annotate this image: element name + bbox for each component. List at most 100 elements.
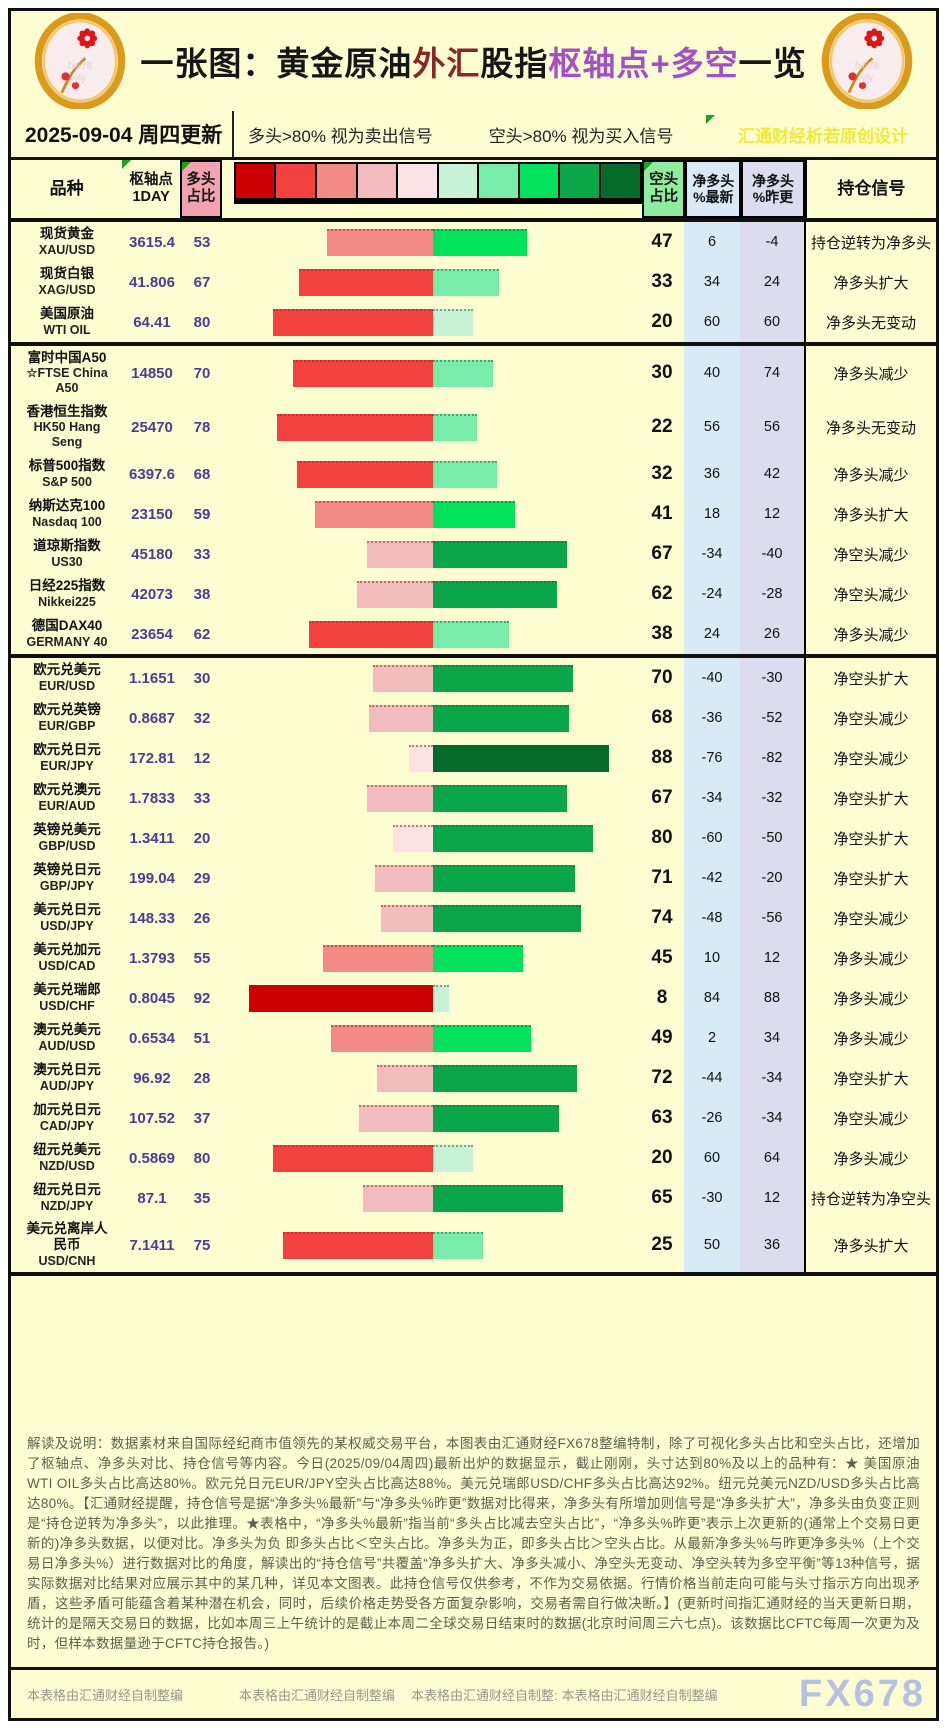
legend-long-note: 多头>80% 视为卖出信号 bbox=[248, 126, 433, 146]
product-name: 纳斯达克100 Nasdaq 100 bbox=[11, 494, 123, 534]
table-row: 美元兑离岸人 民币 USD/CNH 7.1411 75 25 50 36 净多头扩大 bbox=[11, 1218, 936, 1276]
product-name: 德国DAX40 GERMANY 40 bbox=[11, 614, 123, 654]
short-bar-zone bbox=[433, 824, 640, 852]
product-name-line: 美国原油 bbox=[40, 306, 94, 322]
product-name: 香港恒生指数 HK50 Hang Seng bbox=[11, 400, 123, 454]
short-pct-value: 20 bbox=[651, 311, 673, 332]
footer-credit-4: 本表格由汇通财经自制整编 bbox=[561, 1687, 718, 1703]
net-new-value: -44 bbox=[684, 1058, 740, 1098]
table-row: 日经225指数 Nikkei225 42073 38 62 -24 -28 净空头减少 bbox=[11, 574, 936, 614]
long-pct-value: 80 bbox=[193, 1149, 211, 1167]
fx678-watermark: FX678 bbox=[799, 1672, 926, 1715]
short-bar-zone bbox=[433, 904, 640, 932]
col-header-signal: 持仓信号 bbox=[804, 160, 936, 218]
signal-text: 净多头减少 bbox=[804, 454, 936, 494]
short-bar-zone bbox=[433, 1184, 640, 1212]
title-seg-3: 股指 bbox=[480, 45, 549, 82]
net-prev-value: -50 bbox=[740, 818, 804, 858]
footer-credit-1: 本表格由汇通财经自制整编 bbox=[27, 1687, 184, 1703]
long-bar-zone bbox=[223, 580, 433, 608]
table-row: 美元兑日元 USD/JPY 148.33 26 74 -48 -56 净空头减少 bbox=[11, 898, 936, 938]
long-bar-zone bbox=[223, 359, 433, 387]
short-bar bbox=[433, 359, 493, 387]
table-row: 加元兑日元 CAD/JPY 107.52 37 63 -26 -34 净空头减少 bbox=[11, 1098, 936, 1138]
net-prev-value: 26 bbox=[740, 614, 804, 654]
table-row: 美元兑加元 USD/CAD 1.3793 55 45 10 12 净多头减少 bbox=[11, 938, 936, 978]
net-prev-value: -34 bbox=[740, 1098, 804, 1138]
color-scale-area bbox=[222, 160, 642, 218]
net-prev-value: 12 bbox=[740, 938, 804, 978]
color-scale-legend bbox=[233, 162, 642, 204]
long-bar-zone bbox=[223, 824, 433, 852]
product-name-line: 欧元兑英镑 bbox=[33, 702, 101, 718]
short-bar-zone bbox=[433, 1231, 640, 1259]
net-new-value: -36 bbox=[684, 698, 740, 738]
table-row: 富时中国A50 ☆FTSE China A50 14850 70 30 40 74 净多头减少 bbox=[11, 346, 936, 400]
signal-text: 净多头减少 bbox=[804, 938, 936, 978]
sentiment-bar bbox=[223, 738, 640, 778]
long-pct-value: 62 bbox=[193, 625, 211, 643]
product-name-line: 英镑兑日元 bbox=[33, 862, 101, 878]
product-name-line: Nikkei225 bbox=[38, 594, 96, 609]
short-bar bbox=[433, 1184, 563, 1212]
signal-text: 净空头减少 bbox=[804, 534, 936, 574]
product-name-line: WTI OIL bbox=[43, 322, 91, 337]
sentiment-bar bbox=[223, 222, 640, 262]
signal-text: 净空头减少 bbox=[804, 1098, 936, 1138]
col-header-product: 品种 bbox=[11, 160, 122, 218]
svg-text:yly: yly bbox=[861, 73, 873, 84]
signal-text: 净空头扩大 bbox=[804, 858, 936, 898]
scale-swatch bbox=[438, 164, 480, 198]
net-prev-value: 60 bbox=[740, 302, 804, 342]
product-name-line: XAG/USD bbox=[38, 282, 96, 297]
brand-logo-left-icon: fx678 yly bbox=[35, 13, 126, 109]
net-prev-value: -30 bbox=[740, 658, 804, 698]
long-bar bbox=[297, 460, 433, 488]
pivot-value: 41.806 bbox=[129, 273, 175, 291]
signal-text: 净多头无变动 bbox=[804, 400, 936, 454]
scale-swatch bbox=[560, 164, 602, 198]
net-prev-value: 36 bbox=[740, 1218, 804, 1272]
table-row: 英镑兑美元 GBP/USD 1.3411 20 80 -60 -50 净空头扩大 bbox=[11, 818, 936, 858]
sentiment-bar bbox=[223, 938, 640, 978]
long-bar bbox=[293, 359, 433, 387]
pivot-value: 14850 bbox=[131, 364, 173, 382]
net-new-value: 18 bbox=[684, 494, 740, 534]
col-header-short-line1: 空头 bbox=[649, 172, 679, 189]
short-bar-zone bbox=[433, 944, 640, 972]
product-name-line: USD/CNH bbox=[38, 1253, 96, 1268]
product-name-line: 标普500指数 bbox=[28, 458, 106, 474]
net-new-value: -76 bbox=[684, 738, 740, 778]
product-name-line: 香港恒生指数 bbox=[26, 403, 108, 419]
net-new-value: 2 bbox=[684, 1018, 740, 1058]
product-name: 澳元兑日元 AUD/JPY bbox=[11, 1058, 123, 1098]
title-seg-1: 一张图：黄金原油 bbox=[140, 45, 413, 82]
long-pct-value: 20 bbox=[193, 829, 211, 847]
long-pct-value: 80 bbox=[193, 313, 211, 331]
long-bar bbox=[369, 704, 433, 732]
product-name: 欧元兑英镑 EUR/GBP bbox=[11, 698, 123, 738]
short-bar bbox=[433, 704, 569, 732]
table-row: 纳斯达克100 Nasdaq 100 23150 59 41 18 12 净多头扩大 bbox=[11, 494, 936, 534]
col-header-net-prev-line2: %昨更 bbox=[752, 189, 794, 205]
sentiment-bar bbox=[223, 898, 640, 938]
product-name-line: ☆FTSE China bbox=[26, 365, 108, 380]
short-pct-value: 25 bbox=[651, 1234, 673, 1255]
long-bar bbox=[367, 540, 433, 568]
comment-marker-icon bbox=[643, 162, 653, 171]
short-pct-value: 88 bbox=[651, 747, 673, 768]
net-new-value: 24 bbox=[684, 614, 740, 654]
short-pct-value: 30 bbox=[651, 362, 673, 383]
short-bar-zone bbox=[433, 620, 640, 648]
short-bar bbox=[433, 1144, 473, 1172]
scale-swatch bbox=[519, 164, 561, 198]
footer-credit-3: 本表格由汇通财经自制整: bbox=[411, 1687, 558, 1703]
long-bar-zone bbox=[223, 984, 433, 1012]
net-new-value: 36 bbox=[684, 454, 740, 494]
scale-swatch bbox=[357, 164, 399, 198]
table-row: 澳元兑日元 AUD/JPY 96.92 28 72 -44 -34 净空头扩大 bbox=[11, 1058, 936, 1098]
pivot-value: 0.8687 bbox=[129, 709, 175, 727]
short-pct-value: 8 bbox=[656, 987, 668, 1008]
net-new-value: 60 bbox=[684, 1138, 740, 1178]
long-bar bbox=[377, 1064, 433, 1092]
